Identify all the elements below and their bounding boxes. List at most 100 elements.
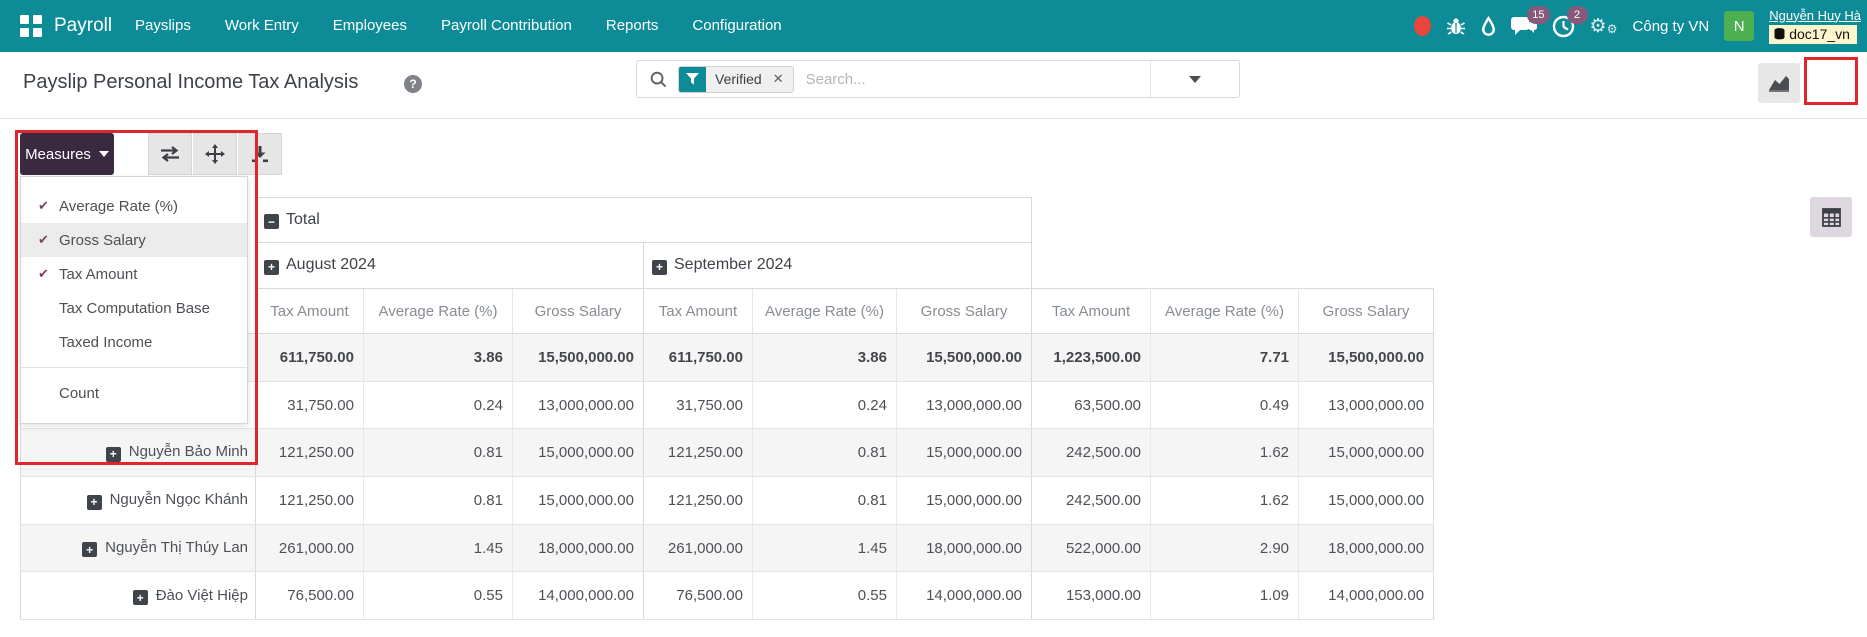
settings-gears-icon[interactable]: ⚙ ⚙ xyxy=(1589,15,1618,37)
pivot-cell[interactable]: 0.81 xyxy=(752,428,897,478)
pivot-cell[interactable]: 0.24 xyxy=(363,381,513,430)
menu-item-average-rate[interactable]: ✔ Average Rate (%) xyxy=(38,197,178,215)
user-menu[interactable]: Nguyễn Huy Hà doc17_vn xyxy=(1769,9,1861,44)
measure-header-tax-amount[interactable]: Tax Amount xyxy=(1031,288,1152,334)
pivot-cell[interactable]: 15,000,000.00 xyxy=(896,428,1033,478)
pivot-cell[interactable]: 14,000,000.00 xyxy=(1298,571,1435,621)
pivot-cell[interactable]: 15,000,000.00 xyxy=(1298,428,1435,478)
pivot-cell[interactable]: 3.86 xyxy=(363,333,513,382)
search-input[interactable] xyxy=(793,70,1150,88)
pivot-cell[interactable]: 18,000,000.00 xyxy=(1298,524,1435,573)
menu-item-taxed-income[interactable]: Taxed Income xyxy=(59,333,153,351)
pivot-cell[interactable]: 0.81 xyxy=(363,476,513,525)
expand-icon[interactable]: + xyxy=(132,590,148,606)
pivot-cell[interactable]: 2.90 xyxy=(1150,524,1300,573)
pivot-cell[interactable]: 242,500.00 xyxy=(1031,428,1152,478)
app-name[interactable]: Payroll xyxy=(54,15,113,36)
pivot-cell[interactable]: 15,000,000.00 xyxy=(512,428,644,478)
measure-header-average-rate[interactable]: Average Rate (%) xyxy=(363,288,513,334)
row-header[interactable]: + Nguyễn Bảo Minh xyxy=(20,428,256,478)
pivot-cell[interactable]: 18,000,000.00 xyxy=(512,524,644,573)
pivot-cell[interactable]: 1.45 xyxy=(752,524,897,573)
menu-item-tax-computation-base[interactable]: Tax Computation Base xyxy=(59,299,210,317)
menu-item-employees[interactable]: Employees xyxy=(332,17,407,34)
pivot-cell[interactable]: 0.49 xyxy=(1150,381,1300,430)
view-switch-graph-button[interactable] xyxy=(1758,63,1800,103)
row-header[interactable]: + Đào Việt Hiệp xyxy=(20,571,256,621)
pivot-cell[interactable]: 15,000,000.00 xyxy=(896,476,1033,525)
pivot-cell[interactable]: 522,000.00 xyxy=(1031,524,1152,573)
expand-icon[interactable]: + xyxy=(105,446,121,462)
download-button[interactable] xyxy=(238,133,282,175)
measure-header-gross-salary[interactable]: Gross Salary xyxy=(895,288,1033,334)
pivot-cell[interactable]: 13,000,000.00 xyxy=(1298,381,1435,430)
pivot-cell[interactable]: 7.71 xyxy=(1150,333,1300,382)
pivot-cell[interactable]: 15,500,000.00 xyxy=(1298,333,1435,382)
col-header-august-2024[interactable]: + August 2024 xyxy=(255,242,644,289)
search-facet-verified[interactable]: Verified ✕ xyxy=(678,65,794,93)
record-indicator-icon[interactable] xyxy=(1413,16,1431,36)
pivot-cell[interactable]: 1,223,500.00 xyxy=(1031,333,1152,382)
pivot-cell[interactable]: 0.55 xyxy=(752,571,897,621)
col-header-total[interactable]: − Total xyxy=(254,197,1033,243)
menu-item-payroll-contribution[interactable]: Payroll Contribution xyxy=(440,17,572,34)
expand-icon[interactable]: + xyxy=(264,259,279,275)
pivot-cell[interactable]: 0.81 xyxy=(363,428,513,478)
pivot-cell[interactable]: 14,000,000.00 xyxy=(896,571,1033,621)
pivot-cell[interactable]: 15,000,000.00 xyxy=(1298,476,1435,525)
apps-grid-icon[interactable] xyxy=(20,15,42,37)
pivot-cell[interactable]: 611,750.00 xyxy=(643,333,753,382)
expand-icon[interactable]: + xyxy=(82,542,98,558)
pivot-cell[interactable]: 76,500.00 xyxy=(255,571,364,621)
measure-header-gross-salary[interactable]: Gross Salary xyxy=(512,288,644,334)
row-header[interactable]: + Nguyễn Ngọc Khánh xyxy=(20,476,256,525)
expand-icon[interactable]: + xyxy=(652,259,667,275)
menu-item-tax-amount[interactable]: ✔ Tax Amount xyxy=(38,265,138,283)
menu-item-work-entry[interactable]: Work Entry xyxy=(224,17,299,34)
pivot-cell[interactable]: 15,500,000.00 xyxy=(896,333,1033,382)
measure-header-tax-amount[interactable]: Tax Amount xyxy=(643,288,753,334)
measure-header-gross-salary[interactable]: Gross Salary xyxy=(1298,288,1435,334)
measures-button[interactable]: Measures xyxy=(20,133,114,175)
flip-axis-button[interactable] xyxy=(148,133,192,175)
menu-item-reports[interactable]: Reports xyxy=(605,17,659,34)
pivot-cell[interactable]: 121,250.00 xyxy=(643,476,753,525)
pivot-cell[interactable]: 13,000,000.00 xyxy=(896,381,1033,430)
bug-icon[interactable] xyxy=(1446,16,1466,36)
pivot-cell[interactable]: 611,750.00 xyxy=(255,333,364,382)
search-options-caret[interactable] xyxy=(1151,75,1239,83)
collapse-icon[interactable]: − xyxy=(264,214,279,230)
pivot-cell[interactable]: 121,250.00 xyxy=(255,428,364,478)
avatar[interactable]: N xyxy=(1724,11,1755,41)
measure-header-tax-amount[interactable]: Tax Amount xyxy=(255,288,364,334)
pivot-cell[interactable]: 1.62 xyxy=(1150,476,1300,525)
menu-item-gross-salary[interactable]: ✔ Gross Salary xyxy=(21,223,247,257)
pivot-cell[interactable]: 15,000,000.00 xyxy=(512,476,644,525)
expand-all-button[interactable] xyxy=(193,133,237,175)
pivot-cell[interactable]: 15,500,000.00 xyxy=(512,333,644,382)
pivot-cell[interactable]: 13,000,000.00 xyxy=(512,381,644,430)
pivot-cell[interactable]: 1.45 xyxy=(363,524,513,573)
pivot-cell[interactable]: 18,000,000.00 xyxy=(896,524,1033,573)
measure-header-average-rate[interactable]: Average Rate (%) xyxy=(1150,288,1300,334)
measure-header-average-rate[interactable]: Average Rate (%) xyxy=(752,288,897,334)
company-switcher[interactable]: Công ty VN xyxy=(1632,17,1710,35)
col-header-september-2024[interactable]: + September 2024 xyxy=(642,242,1033,289)
help-icon[interactable]: ? xyxy=(404,75,422,93)
pivot-cell[interactable]: 121,250.00 xyxy=(643,428,753,478)
pivot-cell[interactable]: 31,750.00 xyxy=(255,381,364,430)
pivot-cell[interactable]: 0.81 xyxy=(752,476,897,525)
pivot-cell[interactable]: 0.24 xyxy=(752,381,897,430)
pivot-cell[interactable]: 121,250.00 xyxy=(255,476,364,525)
pivot-cell[interactable]: 63,500.00 xyxy=(1031,381,1152,430)
pivot-cell[interactable]: 0.55 xyxy=(363,571,513,621)
pivot-cell[interactable]: 1.62 xyxy=(1150,428,1300,478)
pivot-cell[interactable]: 3.86 xyxy=(752,333,897,382)
pivot-cell[interactable]: 14,000,000.00 xyxy=(512,571,644,621)
facet-close-icon[interactable]: ✕ xyxy=(772,71,784,86)
pivot-cell[interactable]: 76,500.00 xyxy=(643,571,753,621)
pivot-cell[interactable]: 31,750.00 xyxy=(643,381,753,430)
row-header[interactable]: + Nguyễn Thị Thúy Lan xyxy=(20,524,256,573)
messages-icon[interactable]: 15 xyxy=(1510,6,1550,37)
menu-item-payslips[interactable]: Payslips xyxy=(135,17,191,34)
